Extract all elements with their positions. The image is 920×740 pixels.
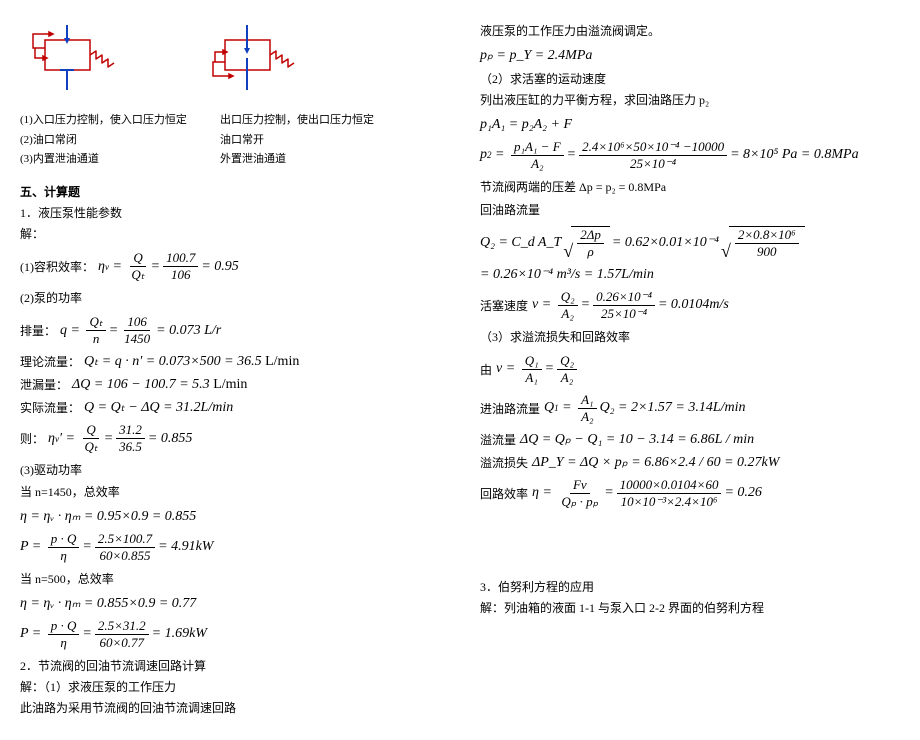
right-column: 液压泵的工作压力由溢流阀调定。 pₚ = p_Y = 2.4MPa （2）求活塞… xyxy=(480,20,900,720)
item2: (2)泵的功率 xyxy=(20,289,440,308)
cap3b: 外置泄油通道 xyxy=(220,151,400,169)
r-l3: 列出液压缸的力平衡方程，求回油路压力 p₂ xyxy=(480,91,900,110)
q2: 2．节流阀的回油节流调速回路计算 xyxy=(20,657,440,676)
r-l1: 液压泵的工作压力由溢流阀调定。 xyxy=(480,22,900,41)
dPY: 溢流损失 ΔP_Y = ΔQ × pₚ = 6.86×2.4 / 60 = 0.… xyxy=(480,454,900,471)
n1450: 当 n=1450，总效率 xyxy=(20,483,440,502)
dp: 节流阀两端的压差 Δp = p₂ = 0.8MPa xyxy=(480,178,900,195)
p2-formula: p2 = p₁A₁ − FA₂ = 2.4×10⁶×50×10⁻⁴ −10000… xyxy=(480,139,900,172)
P1-formula: P = p · Qη = 2.5×100.760×0.855 = 4.91kW xyxy=(20,531,440,564)
eta1: η = ηᵥ · ηₘ = 0.95×0.9 = 0.855 xyxy=(20,508,440,525)
cap2b: 油口常开 xyxy=(220,132,400,150)
ans: 解： xyxy=(20,225,440,244)
eta-v2-formula: 则： ηv′ = QQₜ = 31.236.5 = 0.855 xyxy=(20,422,440,455)
theo-formula: 理论流量： Qₜ = q · n′ = 0.073×500 = 36.5 L/m… xyxy=(20,353,440,370)
cap3a: (3)内置泄油通道 xyxy=(20,151,200,169)
diagram-row xyxy=(20,20,440,100)
real-formula: 实际流量： Q = Qₜ − ΔQ = 31.2L/min xyxy=(20,399,440,416)
q3a: 解：列油箱的液面 1-1 与泵入口 2-2 界面的伯努利方程 xyxy=(480,599,900,618)
Q1-formula: 进油路流量 Q1 = A₁A₂ Q₂ = 2×1.57 = 3.14L/min xyxy=(480,392,900,425)
r-l4: 回油路流量 xyxy=(480,201,900,220)
disp-formula: 排量： q = Qₜn = 1061450 = 0.073 L/r xyxy=(20,314,440,347)
eta-v-formula: (1)容积效率： ηv = QQₜ = 100.7106 = 0.95 xyxy=(20,250,440,283)
nu-eq: 由 ν = Q₁A₁ = Q₂A₂ xyxy=(480,353,900,386)
diagram-right xyxy=(200,20,320,100)
eta2: η = ηᵥ · ηₘ = 0.855×0.9 = 0.77 xyxy=(20,595,440,612)
q2a2: 此油路为采用节流阀的回油节流调速回路 xyxy=(20,699,440,718)
section-5: 五、计算题 xyxy=(20,183,440,200)
item3: (3)驱动功率 xyxy=(20,461,440,480)
diagram-left xyxy=(20,20,140,100)
q2a1: 解：（1）求液压泵的工作压力 xyxy=(20,678,440,697)
caption-row: (1)入口压力控制，使入口压力恒定 (2)油口常闭 (3)内置泄油通道 出口压力… xyxy=(20,110,440,171)
pp: pₚ = p_Y = 2.4MPa xyxy=(480,47,900,64)
left-column: (1)入口压力控制，使入口压力恒定 (2)油口常闭 (3)内置泄油通道 出口压力… xyxy=(20,20,440,720)
P2-formula: P = p · Qη = 2.5×31.260×0.77 = 1.69kW xyxy=(20,618,440,651)
Q2-res: = 0.26×10⁻⁴ m³/s = 1.57L/min xyxy=(480,266,900,283)
r-l5: （3）求溢流损失和回路效率 xyxy=(480,328,900,347)
cap1a: (1)入口压力控制，使入口压力恒定 xyxy=(20,112,200,130)
bal: p₁A₁ = p₂A₂ + F xyxy=(480,117,900,133)
cap1b: 出口压力控制，使出口压力恒定 xyxy=(220,112,400,130)
eta-loop: 回路效率 η = FνQₚ · pₚ = 10000×0.0104×6010×1… xyxy=(480,477,900,510)
q1: 1．液压泵性能参数 xyxy=(20,204,440,223)
r-l2: （2）求活塞的运动速度 xyxy=(480,70,900,89)
Q2-formula: Q₂ = C_d A_T 2Δpρ = 0.62×0.01×10⁻⁴ 2×0.8… xyxy=(480,226,900,260)
q3: 3．伯努利方程的应用 xyxy=(480,578,900,597)
dQ: 溢流量 ΔQ = Qₚ − Q₁ = 10 − 3.14 = 6.86L / m… xyxy=(480,431,900,448)
cap2a: (2)油口常闭 xyxy=(20,132,200,150)
leak-formula: 泄漏量： ΔQ = 106 − 100.7 = 5.3 L/min xyxy=(20,376,440,393)
v-formula: 活塞速度 ν = Q₂A₂ = 0.26×10⁻⁴25×10⁻⁴ = 0.010… xyxy=(480,289,900,322)
n500: 当 n=500，总效率 xyxy=(20,570,440,589)
